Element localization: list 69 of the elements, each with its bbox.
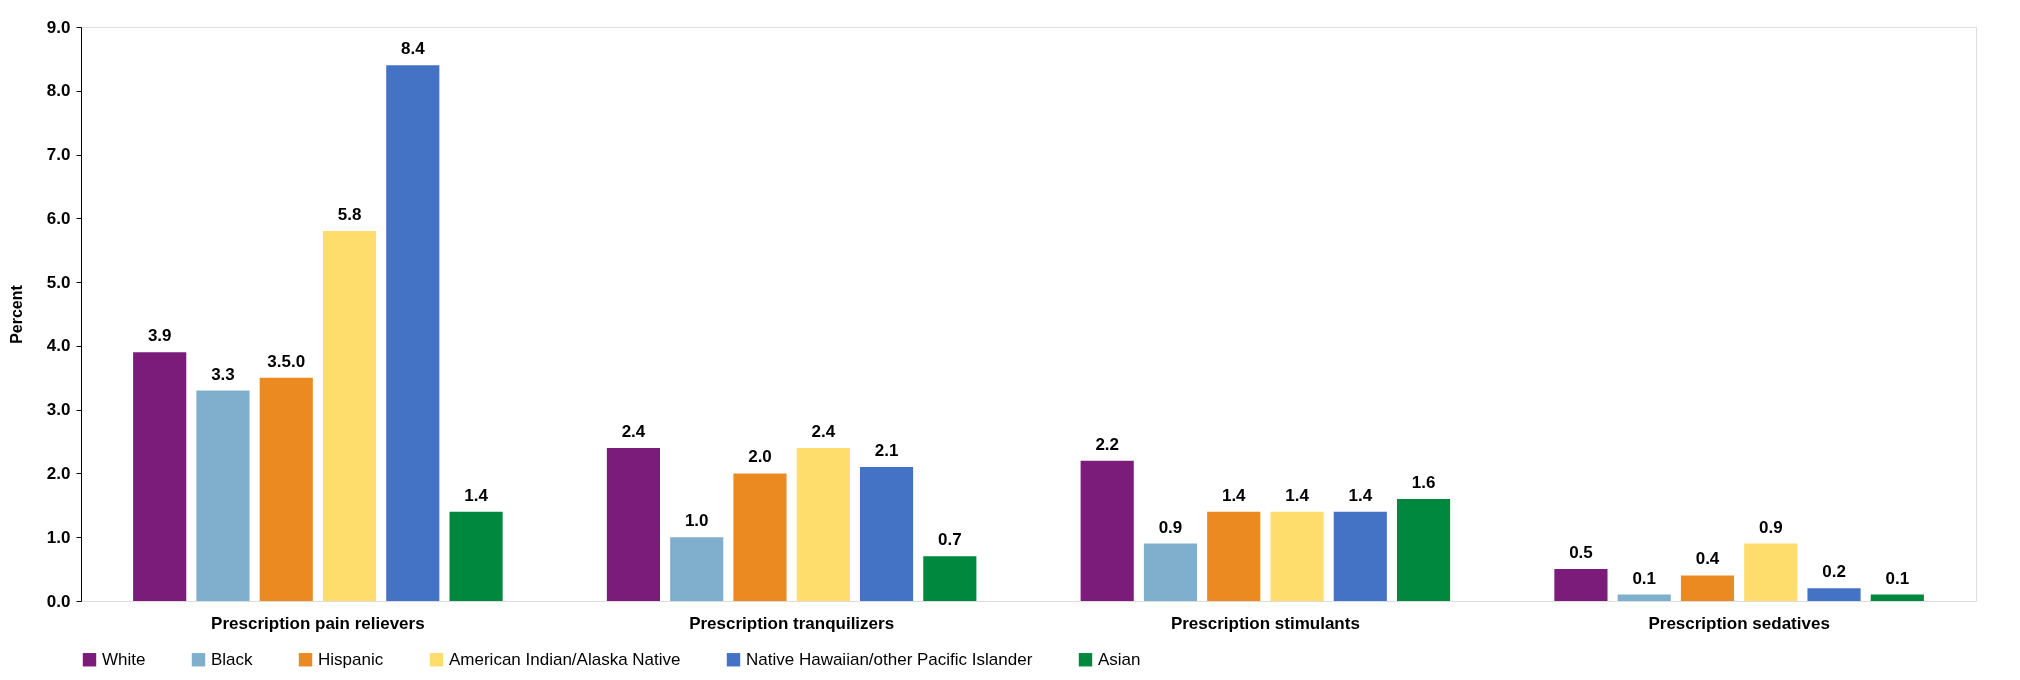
legend-label: Black — [211, 649, 254, 669]
bar — [1396, 498, 1451, 601]
bar — [670, 537, 724, 601]
bar — [322, 231, 377, 601]
bar — [1333, 511, 1387, 601]
data-label: 2.4 — [621, 421, 646, 441]
data-label: 0.2 — [1822, 562, 1846, 582]
y-tick-label: 1.0 — [46, 527, 71, 547]
bar — [606, 447, 661, 601]
y-tick-label: 7.0 — [46, 145, 71, 165]
data-label: 0.1 — [1632, 568, 1657, 588]
bar — [796, 447, 850, 601]
y-tick-label: 4.0 — [46, 336, 71, 356]
y-tick-label: 0.0 — [46, 591, 71, 611]
data-label: 0.9 — [1758, 517, 1783, 537]
bar — [1870, 594, 1924, 601]
y-tick-label: 5.0 — [46, 272, 71, 292]
data-label: 2.2 — [1095, 434, 1120, 454]
y-tick-label: 9.0 — [46, 17, 71, 37]
y-tick-label: 2.0 — [46, 463, 71, 483]
data-label: 1.0 — [684, 511, 709, 531]
bar — [733, 473, 787, 601]
x-tick-label: Prescription tranquilizers — [689, 613, 895, 633]
y-tick-label: 8.0 — [46, 81, 71, 101]
data-label: 0.7 — [937, 530, 962, 550]
bar — [1143, 543, 1198, 601]
data-label: 8.4 — [400, 39, 426, 59]
data-label: 3.9 — [147, 326, 172, 346]
bar — [196, 390, 250, 601]
legend-label: Asian — [1098, 649, 1141, 669]
legend-label: American Indian/Alaska Native — [449, 649, 681, 669]
bar — [923, 556, 977, 601]
data-label: 0.1 — [1885, 568, 1910, 588]
data-label: 0.5 — [1569, 543, 1593, 563]
data-label: 2.4 — [811, 421, 836, 441]
data-label: 3.3 — [211, 364, 235, 384]
bar — [1554, 569, 1608, 601]
bar — [1270, 511, 1324, 601]
data-label: 1.4 — [1221, 485, 1247, 505]
legend-label: Hispanic — [318, 649, 384, 669]
data-label: 3.5.0 — [267, 351, 306, 371]
y-tick-label: 6.0 — [46, 208, 71, 228]
data-label: 1.4 — [464, 485, 489, 505]
data-label: 1.4 — [1348, 485, 1373, 505]
y-tick-label: 3.0 — [46, 400, 71, 420]
data-label: 2.1 — [874, 441, 899, 461]
legend-label: Native Hawaiian/other Pacific Islander — [746, 649, 1033, 669]
data-label: 0.9 — [1158, 517, 1183, 537]
bar — [1680, 575, 1735, 601]
x-tick-label: Prescription sedatives — [1648, 613, 1830, 633]
bar — [133, 352, 187, 601]
data-label: 1.6 — [1411, 472, 1436, 492]
data-label: 2.0 — [748, 447, 772, 467]
data-label: 1.4 — [1285, 485, 1310, 505]
bar — [1207, 511, 1261, 601]
bar — [259, 377, 313, 601]
bar — [1080, 460, 1134, 601]
legend-label: White — [102, 649, 146, 669]
bar — [386, 65, 440, 601]
x-tick-label: Prescription pain relievers — [211, 613, 425, 633]
bar — [449, 511, 503, 601]
bar — [1807, 588, 1861, 601]
bar — [1744, 543, 1798, 601]
data-label: 5.8 — [337, 205, 362, 225]
bar — [859, 467, 914, 601]
y-axis-title: Percent — [7, 284, 25, 344]
data-label: 0.4 — [1695, 549, 1720, 569]
x-tick-label: Prescription stimulants — [1170, 613, 1360, 633]
bar — [1617, 594, 1671, 601]
